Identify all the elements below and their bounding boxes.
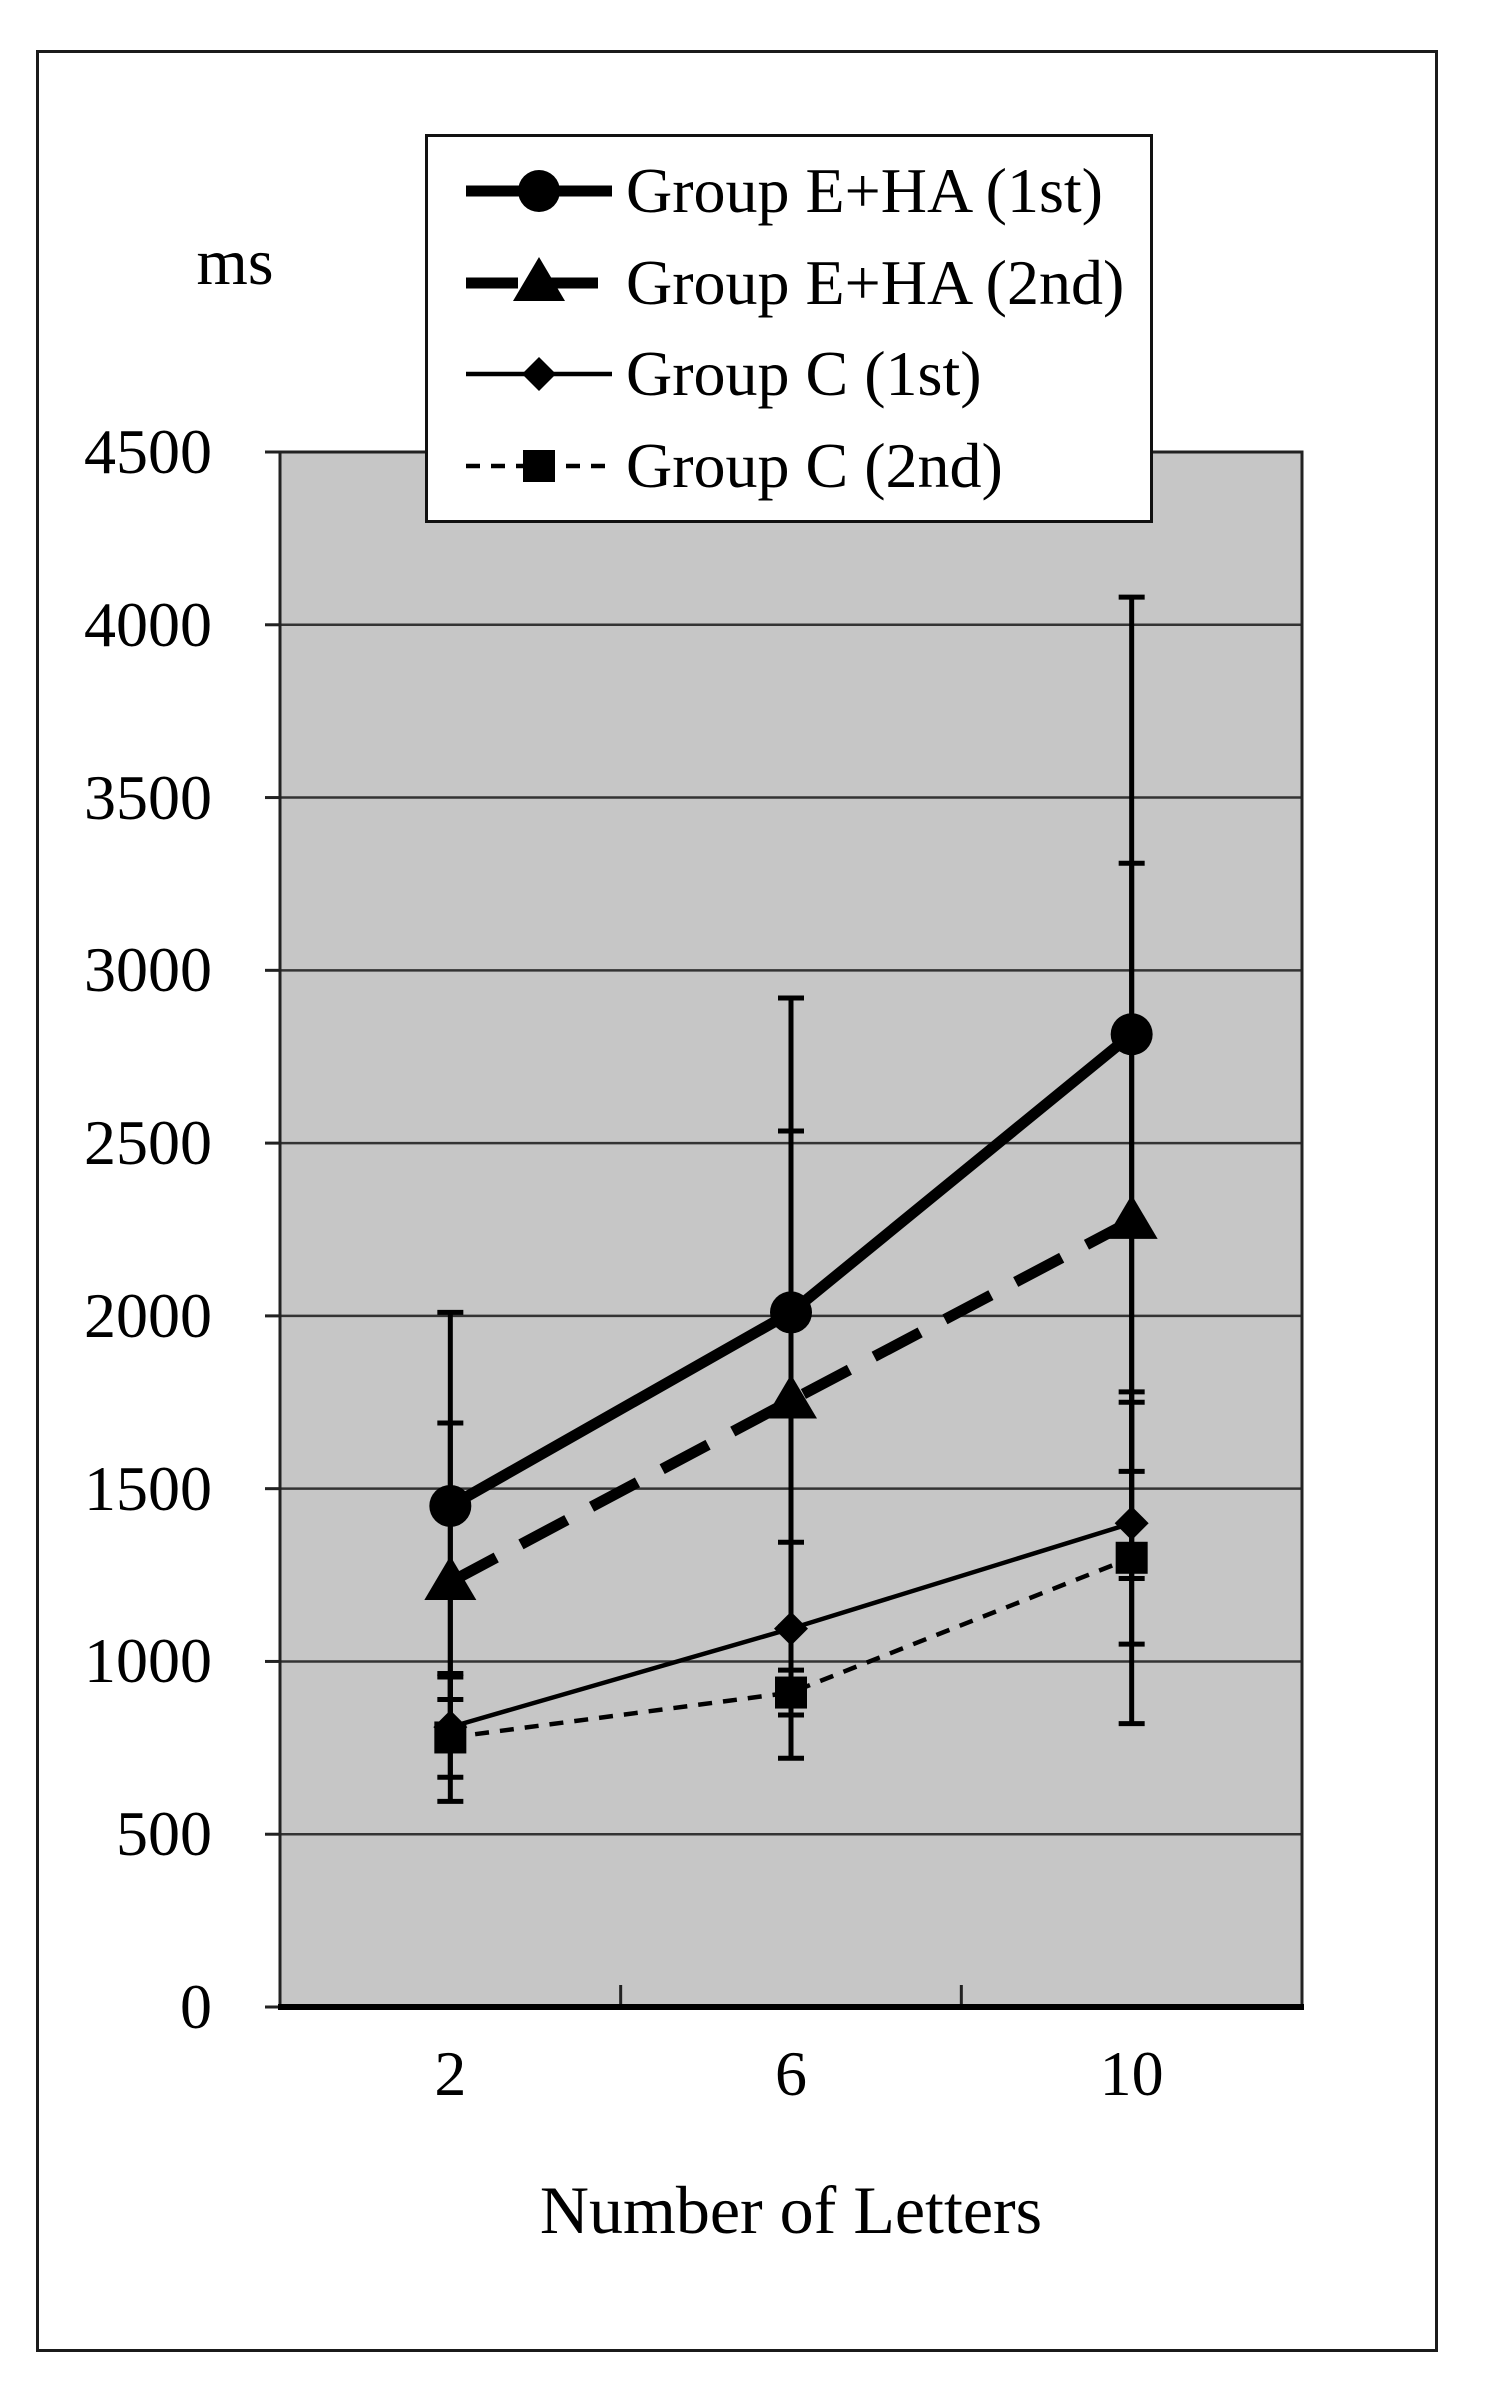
- y-axis-tick-label: 0: [180, 1971, 212, 2042]
- legend-thick-dashed-triangle-icon: [466, 256, 612, 301]
- legend-thick-solid-circle-icon: [466, 169, 612, 212]
- legend-item: Group E+HA (1st): [464, 154, 1150, 226]
- legend-label: Group C (2nd): [626, 430, 1003, 502]
- series-line-3: [450, 1555, 1133, 1740]
- legend-thin-solid-diamond-icon: [466, 357, 612, 392]
- legend-item: Group C (1st): [464, 342, 1150, 406]
- y-axis-tick-label: 2000: [84, 1279, 212, 1351]
- y-axis-tick-label: 3000: [84, 934, 212, 1006]
- y-axis-tick-label: 1500: [84, 1452, 212, 1524]
- legend: Group E+HA (1st) Group E+HA (2nd) Group …: [425, 134, 1153, 523]
- figure-border: [36, 50, 1438, 2352]
- legend-item: Group C (2nd): [464, 434, 1150, 498]
- legend-label: Group E+HA (2nd): [626, 246, 1125, 318]
- x-axis-tick-label: 10: [1099, 2038, 1164, 2109]
- series-markers-1: [424, 1194, 1158, 1600]
- x-axis-title: Number of Letters: [539, 2172, 1043, 2248]
- legend-item: Group E+HA (2nd): [464, 246, 1150, 318]
- axis-ticks: [265, 450, 963, 2009]
- x-axis-tick-label: 6: [775, 2038, 807, 2109]
- y-axis-tick-label: 500: [116, 1798, 212, 1870]
- y-axis-unit-label: ms: [196, 226, 274, 299]
- y-axis-tick-label: 4000: [84, 588, 212, 660]
- legend-label: Group C (1st): [626, 338, 982, 410]
- y-axis-tick-label: 4500: [84, 416, 212, 487]
- y-axis-tick-label: 1000: [84, 1625, 212, 1697]
- series-markers-0: [429, 1013, 1153, 1527]
- series-markers-3: [434, 1541, 1148, 1754]
- legend-dotted-square-icon: [466, 450, 612, 483]
- y-axis-tick-label: 3500: [84, 761, 212, 833]
- y-axis-tick-label: 2500: [84, 1107, 212, 1179]
- series-line-1: [447, 1215, 1135, 1587]
- legend-label: Group E+HA (1st): [626, 154, 1103, 226]
- x-axis-tick-label: 2: [434, 2038, 467, 2109]
